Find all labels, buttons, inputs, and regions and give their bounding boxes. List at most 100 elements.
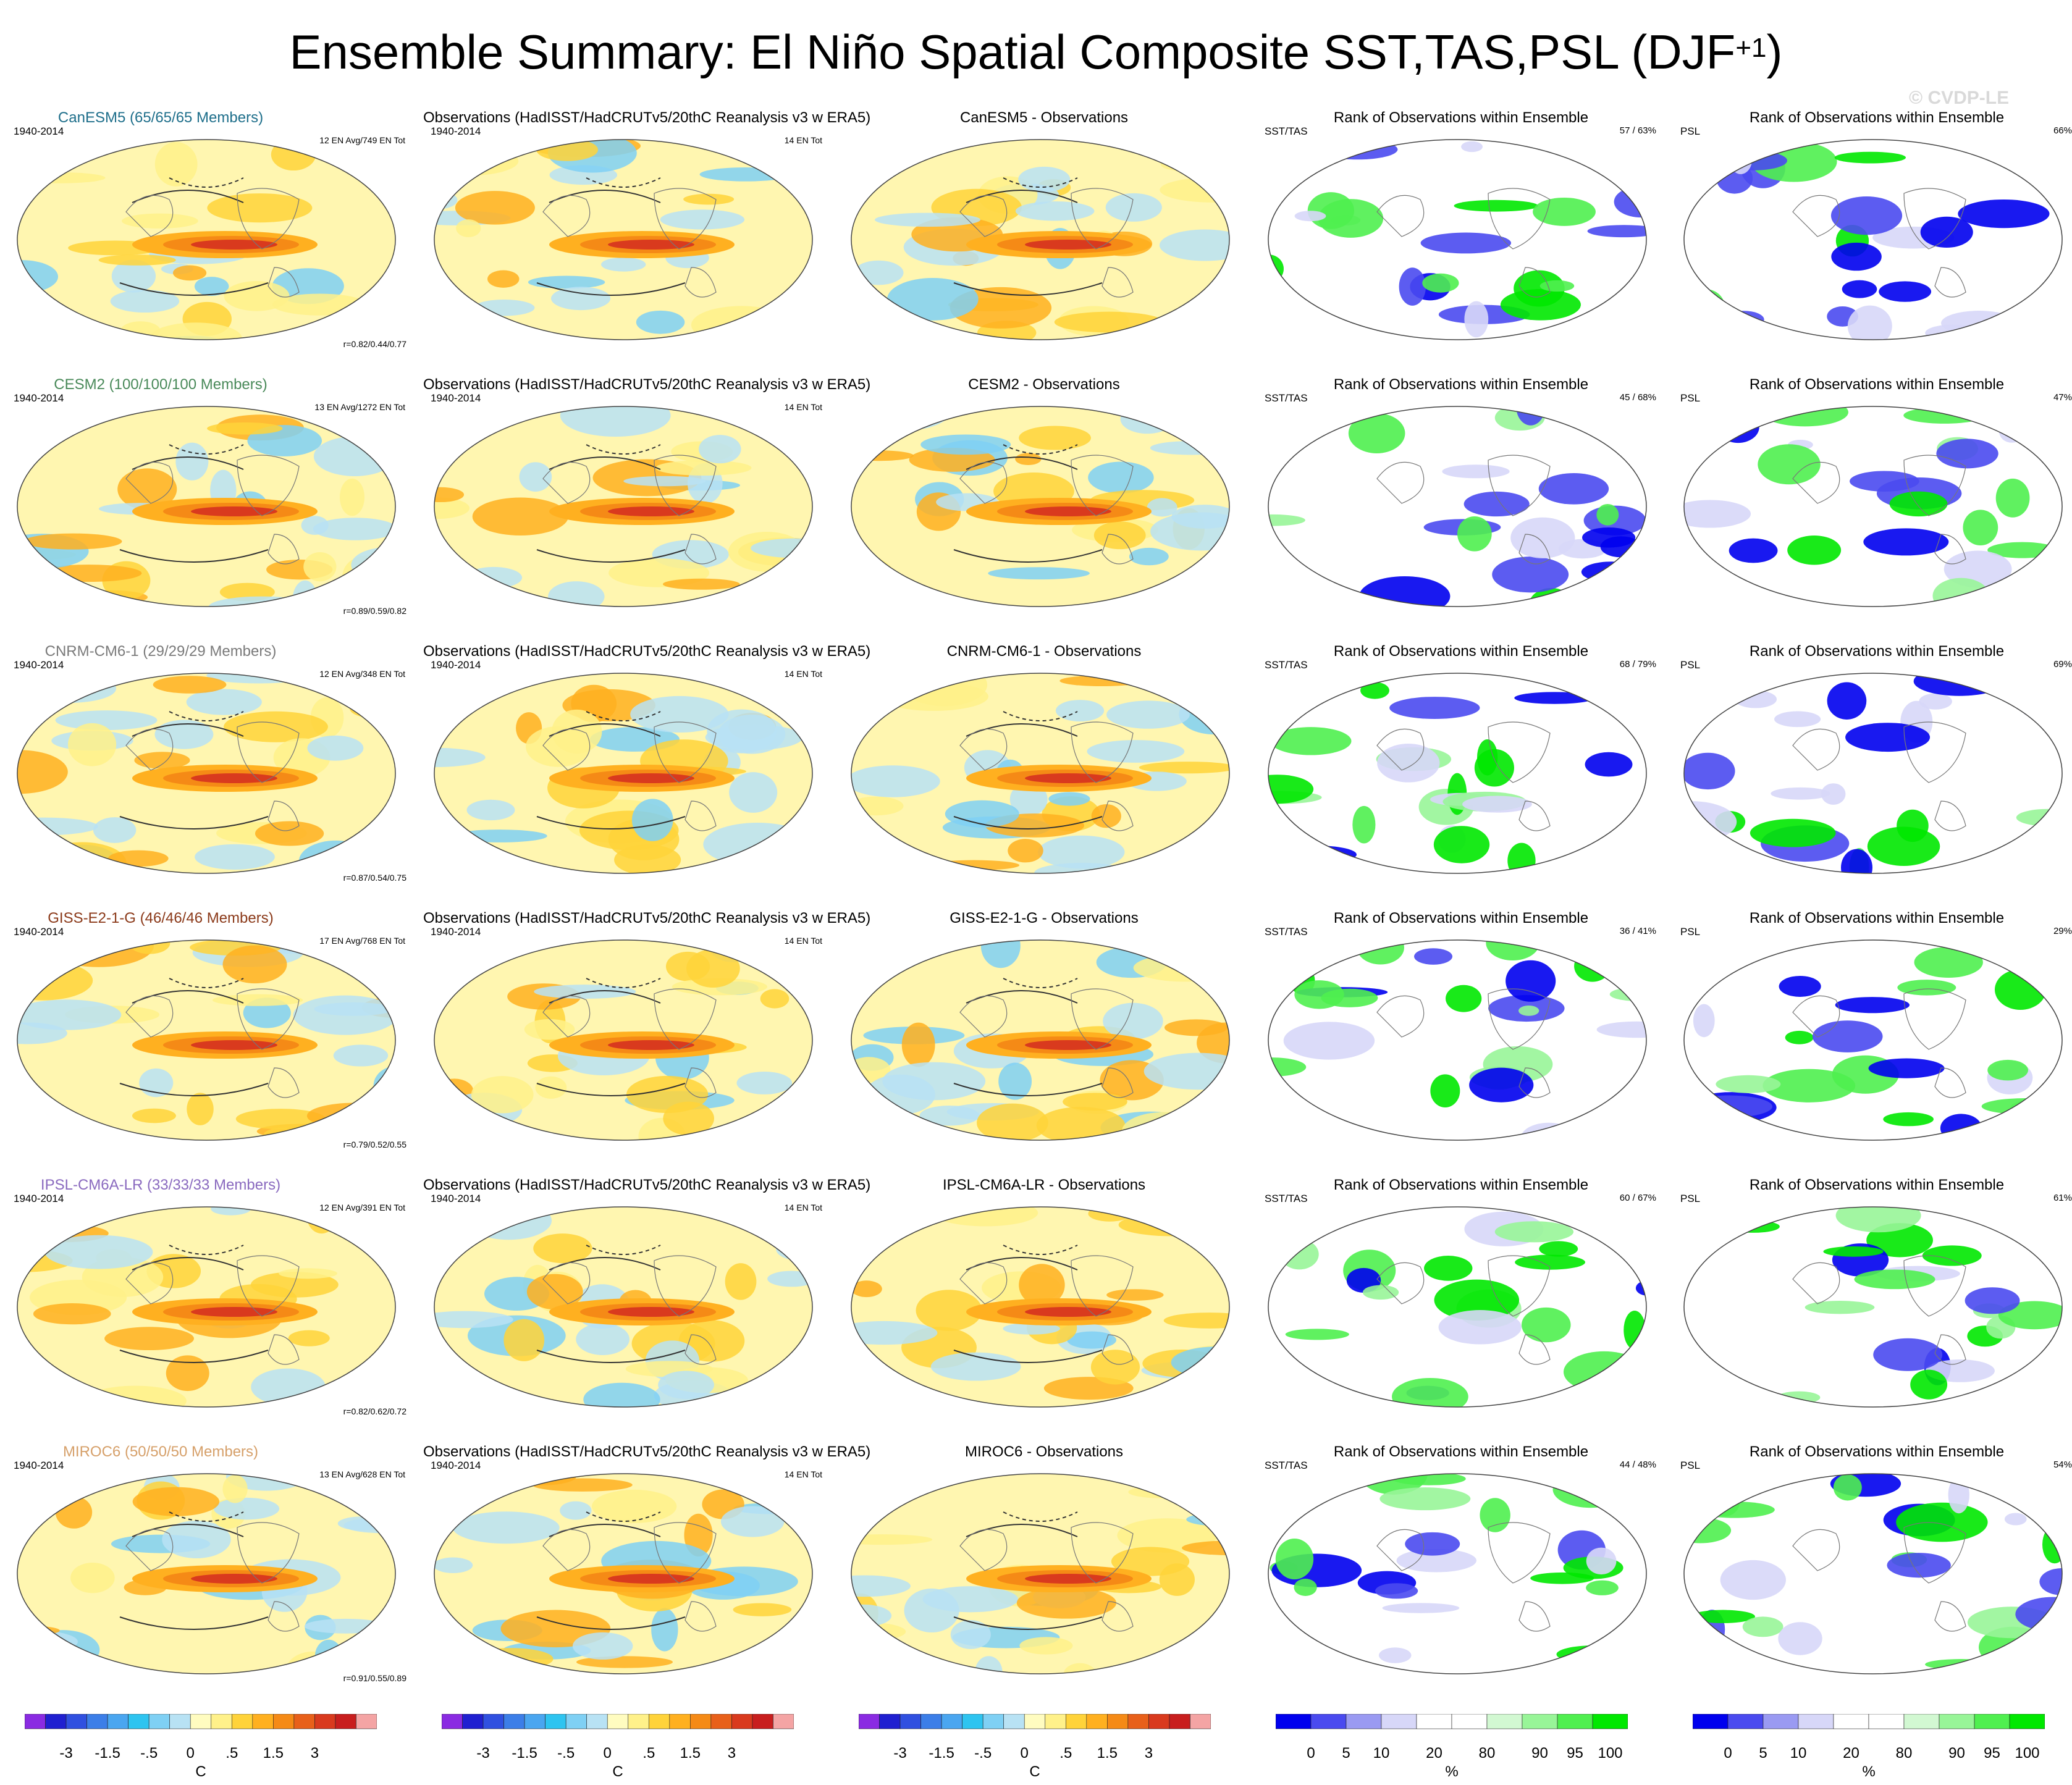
colorbar-swatch	[148, 1713, 171, 1729]
world-map	[17, 139, 396, 340]
colorbar-swatch	[565, 1713, 587, 1729]
colorbar-unit-label: C	[612, 1763, 623, 1780]
world-map	[17, 673, 396, 874]
colorbar-swatch	[1727, 1713, 1764, 1729]
colorbar-swatch	[1416, 1713, 1452, 1729]
colorbar-tick-label: .5	[225, 1745, 238, 1762]
watermark: © CVDP-LE	[1909, 88, 2010, 108]
colorbar-swatch	[669, 1713, 691, 1729]
period-label: 1940-2014	[431, 926, 481, 938]
en-tot-label: 14 EN Tot	[784, 402, 822, 412]
colorbar-unit-label: %	[1862, 1763, 1876, 1780]
colorbar-tick-label: 0	[1307, 1745, 1315, 1762]
world-map	[1268, 939, 1647, 1141]
colorbar-swatch	[1310, 1713, 1347, 1729]
colorbar-rank: 0 5 10 20 80 90 95 100%	[1692, 1713, 2045, 1785]
period-label: 1940-2014	[14, 392, 64, 404]
world-map	[851, 1473, 1230, 1674]
colorbar-tick-label: 95	[1567, 1745, 1583, 1762]
rank-percent-label: 36 / 41%	[1619, 926, 1656, 936]
correlation-label: r=0.87/0.54/0.75	[343, 873, 406, 883]
rank-title: Rank of Observations within Ensemble	[1749, 910, 2005, 926]
obs-title: Observations (HadISST/HadCRUTv5/20thC Re…	[423, 643, 871, 660]
difference-title: GISS-E2-1-G - Observations	[950, 910, 1139, 926]
difference-title: CESM2 - Observations	[968, 376, 1120, 393]
colorbar-swatch	[1939, 1713, 1975, 1729]
map-panel-r1-c2: Observations (HadISST/HadCRUTv5/20thC Re…	[423, 90, 871, 356]
colorbar-swatch	[1148, 1713, 1170, 1729]
rank-percent-label: 47%	[2053, 392, 2072, 403]
en-avg-label: 12 EN Avg/348 EN Tot	[319, 669, 405, 679]
colorbar-swatch	[356, 1713, 377, 1729]
colorbar-tick-label: -3	[893, 1745, 907, 1762]
rank-title: Rank of Observations within Ensemble	[1749, 1443, 2005, 1460]
colorbar-swatch	[1798, 1713, 1834, 1729]
rank-title: Rank of Observations within Ensemble	[1749, 643, 2005, 660]
colorbar-tick-label: -3	[59, 1745, 73, 1762]
colorbar-tick-label: 0	[603, 1745, 612, 1762]
colorbar-tick-label: 0	[186, 1745, 195, 1762]
colorbar-swatch	[607, 1713, 629, 1729]
rank-var-label: SST/TAS	[1265, 1193, 1308, 1204]
colorbar-swatch	[169, 1713, 191, 1729]
map-panel-r2-c4: Rank of Observations within Ensemble SST/…	[1257, 356, 1665, 623]
colorbar-swatch	[858, 1713, 880, 1729]
colorbar-swatch	[1190, 1713, 1211, 1729]
colorbar-tick-label: 1.5	[263, 1745, 284, 1762]
map-panel-r1-c3: CanESM5 - Observations	[840, 90, 1248, 356]
page-title: Ensemble Summary: El Niño Spatial Compos…	[0, 23, 2072, 80]
map-panel-r4-c3: GISS-E2-1-G - Observations	[840, 890, 1248, 1157]
obs-title: Observations (HadISST/HadCRUTv5/20thC Re…	[423, 910, 871, 926]
en-avg-label: 17 EN Avg/768 EN Tot	[319, 936, 405, 946]
colorbar-swatch	[231, 1713, 253, 1729]
colorbar-swatch	[107, 1713, 128, 1729]
rank-title: Rank of Observations within Ensemble	[1749, 109, 2005, 126]
rank-percent-label: 29%	[2053, 926, 2072, 936]
colorbar-unit-label: %	[1445, 1763, 1459, 1780]
colorbar-swatch	[190, 1713, 212, 1729]
world-map	[1683, 939, 2063, 1141]
map-panel-r2-c2: Observations (HadISST/HadCRUTv5/20thC Re…	[423, 356, 870, 623]
rank-var-label: PSL	[1680, 1460, 1701, 1471]
world-map	[1268, 406, 1647, 607]
en-avg-label: 13 EN Avg/628 EN Tot	[319, 1469, 405, 1479]
colorbar-swatch	[710, 1713, 732, 1729]
colorbar-tick-label: 1.5	[680, 1745, 701, 1762]
colorbar-tick-label: -.5	[140, 1745, 158, 1762]
period-label: 1940-2014	[14, 926, 64, 938]
rank-title: Rank of Observations within Ensemble	[1749, 376, 2005, 393]
colorbar-tick-label: 3	[727, 1745, 736, 1762]
world-map	[851, 406, 1230, 607]
colorbar-swatches	[441, 1713, 794, 1729]
map-panel-r4-c2: Observations (HadISST/HadCRUTv5/20thC Re…	[423, 890, 871, 1157]
colorbar-swatch	[1762, 1713, 1799, 1729]
world-map	[1683, 139, 2063, 340]
colorbar-swatch	[879, 1713, 901, 1729]
world-map	[17, 406, 396, 607]
world-map	[434, 139, 813, 340]
colorbar-tick-label: 5	[1342, 1745, 1350, 1762]
map-panel-r4-c1: GISS-E2-1-G (46/46/46 Members) 1940-2014 1…	[6, 890, 414, 1157]
colorbar-swatch	[920, 1713, 942, 1729]
world-map	[1683, 1473, 2063, 1674]
colorbar-swatch	[545, 1713, 566, 1729]
colorbar-tick-label: 1.5	[1097, 1745, 1118, 1762]
map-panel-r5-c2: Observations (HadISST/HadCRUTv5/20thC Re…	[423, 1157, 870, 1424]
colorbar-swatch	[1045, 1713, 1066, 1729]
colorbar-tick-label: 100	[1598, 1745, 1623, 1762]
model-title: CanESM5 (65/65/65 Members)	[57, 109, 264, 126]
colorbar-swatch	[1868, 1713, 1905, 1729]
correlation-label: r=0.89/0.59/0.82	[343, 606, 406, 616]
colorbar-swatch	[45, 1713, 67, 1729]
colorbar-swatch	[731, 1713, 753, 1729]
world-map	[434, 406, 813, 607]
colorbar-tick-label: -3	[476, 1745, 490, 1762]
rank-var-label: PSL	[1680, 659, 1701, 671]
en-tot-label: 14 EN Tot	[784, 1469, 822, 1479]
world-map	[1268, 1206, 1647, 1408]
rank-percent-label: 44 / 48%	[1619, 1460, 1656, 1470]
en-tot-label: 14 EN Tot	[784, 936, 822, 946]
colorbar-tick-label: 10	[1373, 1745, 1390, 1762]
obs-title: Observations (HadISST/HadCRUTv5/20thC Re…	[423, 109, 871, 126]
